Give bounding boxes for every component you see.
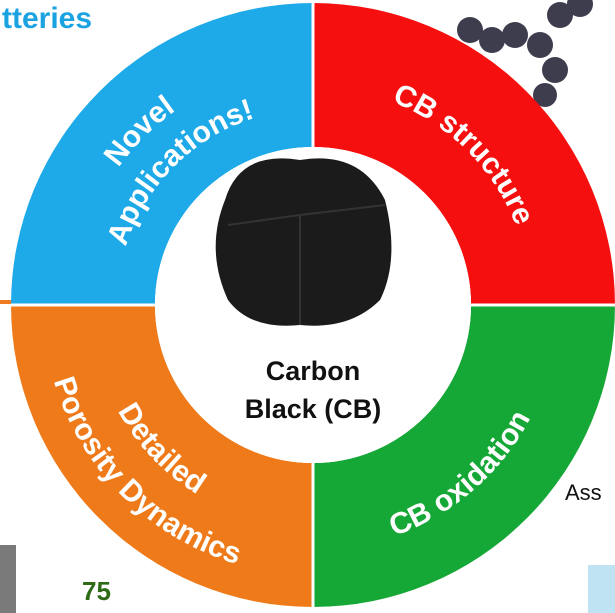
header-fragment: tteries xyxy=(2,2,92,35)
image-fragment xyxy=(588,565,615,613)
text-fragment: Ass xyxy=(565,480,602,505)
center-label: Carbon xyxy=(266,356,361,386)
image-fragment xyxy=(0,545,16,613)
number-fragment: 75 xyxy=(82,576,111,606)
carbon-black-image xyxy=(216,158,392,325)
diagram: tteries Ass 75 NovelApplications!CB stru… xyxy=(0,0,615,613)
center-label: Black (CB) xyxy=(245,394,382,424)
